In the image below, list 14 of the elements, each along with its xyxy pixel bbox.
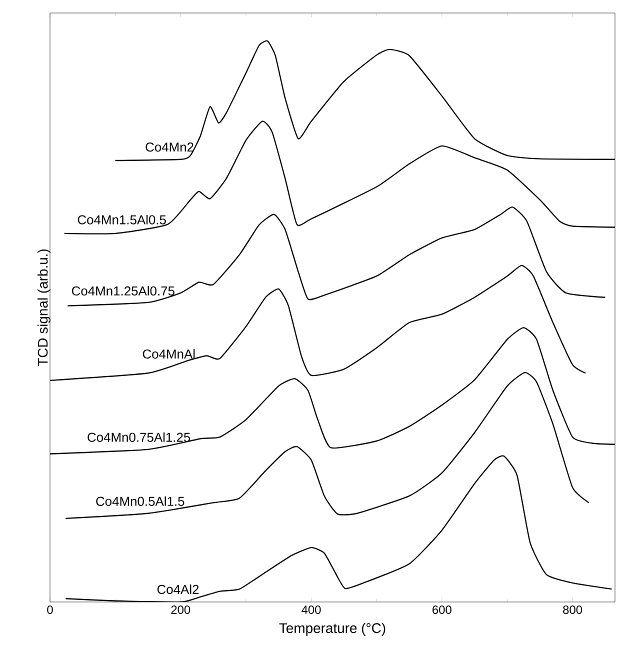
y-axis-title: TCD signal (arb.u.) xyxy=(37,249,50,366)
series-label: Co4Mn1.25Al0.75 xyxy=(72,286,174,296)
x-axis-title: Temperature (°C) xyxy=(279,622,386,636)
series-label: Co4Mn0.5Al1.5 xyxy=(96,496,184,506)
x-tick-label: 200 xyxy=(171,606,190,614)
series-label: Co4Mn1.5Al0.5 xyxy=(78,214,166,224)
x-tick-label: 0 xyxy=(47,606,53,614)
x-tick-label: 400 xyxy=(302,606,321,614)
series-label: Co4MnAl xyxy=(142,349,195,359)
series-label: Co4Al2 xyxy=(157,584,199,594)
series-label: Co4Mn0.75Al1.25 xyxy=(88,432,190,442)
x-tick-label: 600 xyxy=(432,606,452,614)
series-label: Co4Mn2 xyxy=(146,142,194,152)
x-tick-label: 800 xyxy=(563,606,582,614)
